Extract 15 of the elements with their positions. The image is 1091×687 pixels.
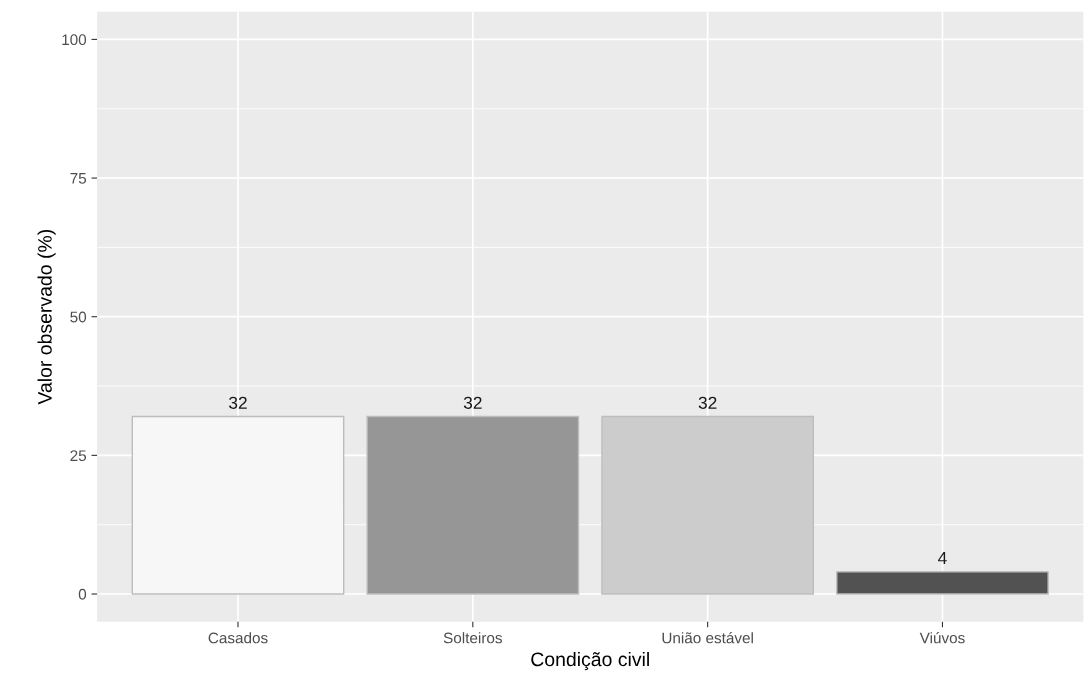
data-label: 32	[229, 396, 247, 409]
x-tick-label: Solteiros	[443, 632, 502, 644]
y-tick-label: 75	[70, 173, 87, 184]
x-tick-label: Casados	[208, 632, 268, 644]
y-tick-label: 100	[62, 34, 87, 46]
y-tick-label: 25	[70, 450, 87, 462]
y-tick-label: 0	[78, 588, 87, 600]
data-label: 32	[698, 396, 717, 409]
x-axis-title: Condição civil	[531, 651, 649, 671]
data-label: 4	[938, 552, 947, 565]
x-tick-label: União estável	[662, 631, 753, 644]
data-label: 32	[463, 396, 482, 409]
y-tick-label: 50	[70, 311, 87, 323]
y-axis-title: Valor observado (%)	[37, 230, 56, 405]
x-tick-label: Viúvos	[919, 631, 965, 644]
